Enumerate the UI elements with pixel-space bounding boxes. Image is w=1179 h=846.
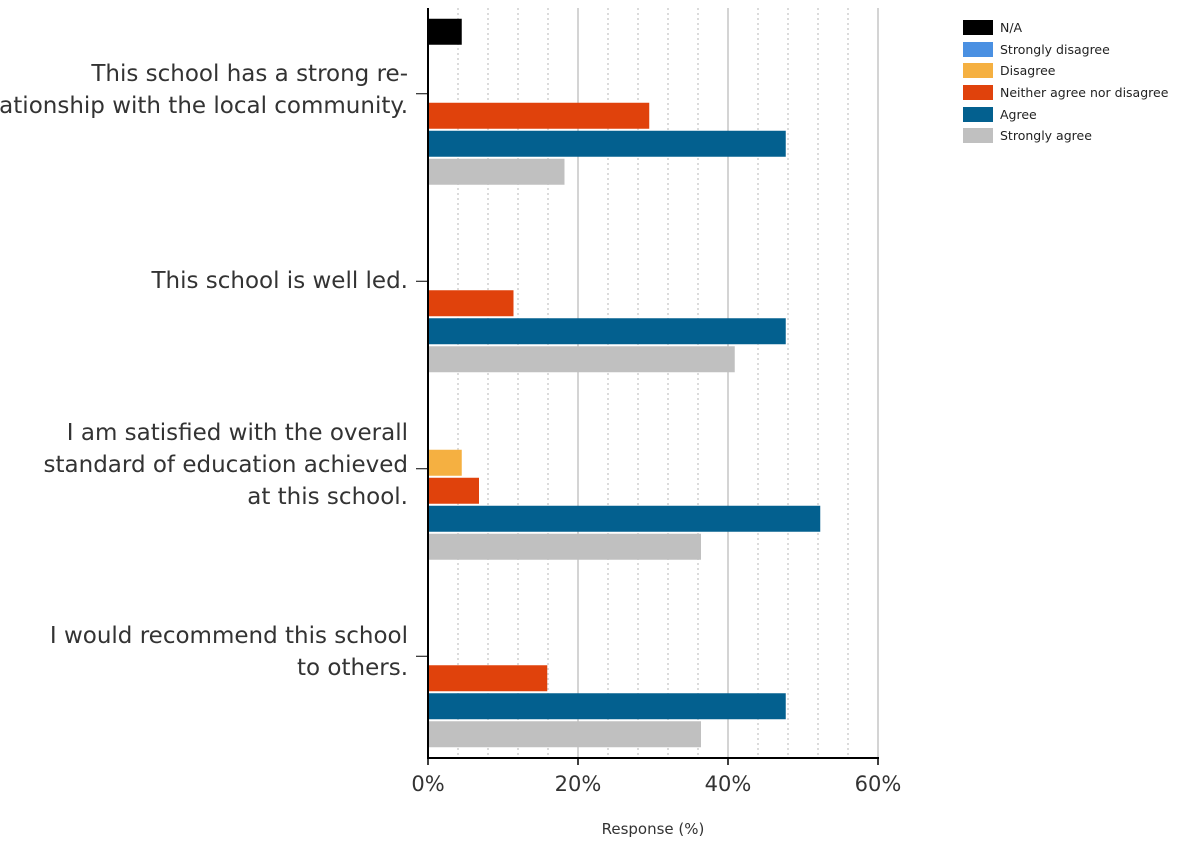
legend-item: Neither agree nor disagree <box>963 82 1168 104</box>
legend-swatch <box>963 85 993 101</box>
bar-neither-agree-nor-disagree <box>428 477 479 504</box>
legend-item: Strongly disagree <box>963 39 1168 61</box>
x-tick-label: 60% <box>854 772 902 796</box>
category-label-line: at this school. <box>247 483 408 510</box>
bar-neither-agree-nor-disagree <box>428 665 548 692</box>
category-label-line: to others. <box>297 655 408 682</box>
category-label: I would recommend this school to others. <box>0 620 408 684</box>
axes <box>416 8 879 765</box>
category-label: I am satisfied with the overall standard … <box>0 417 408 513</box>
category-label-line: This school is well led. <box>151 268 408 295</box>
legend-label: Strongly agree <box>1000 128 1092 144</box>
bar-agree <box>428 505 821 532</box>
legend-item: Strongly agree <box>963 125 1168 147</box>
legend-item: Disagree <box>963 60 1168 82</box>
legend-label: N/A <box>1000 20 1023 36</box>
legend-swatch <box>963 63 993 79</box>
bar-strongly-agree <box>428 158 565 185</box>
category-label-line: I am satisfied with the overall <box>66 419 408 446</box>
legend-item: N/A <box>963 17 1168 39</box>
legend-label: Disagree <box>1000 63 1056 79</box>
legend: N/A Strongly disagree Disagree Neither agre… <box>963 17 1168 147</box>
bar-neither-agree-nor-disagree <box>428 102 650 129</box>
legend-swatch <box>963 128 993 144</box>
legend-swatch <box>963 20 993 36</box>
category-label: This school is well led. <box>0 265 408 297</box>
category-label-line: standard of education achieved <box>43 451 408 478</box>
x-tick-label: 0% <box>411 772 445 796</box>
legend-label: Neither agree nor disagree <box>1000 85 1169 101</box>
bar-agree <box>428 693 786 720</box>
legend-swatch <box>963 41 993 57</box>
bar-strongly-agree <box>428 533 701 560</box>
bar-neither-agree-nor-disagree <box>428 290 514 317</box>
bar-disagree <box>428 449 462 476</box>
bar-n-a <box>428 18 462 45</box>
category-label-line: lationship with the local community. <box>0 92 408 119</box>
bar-agree <box>428 130 786 157</box>
category-label-line: I would recommend this school <box>49 623 408 650</box>
legend-label: Strongly disagree <box>1000 41 1110 57</box>
x-axis-label: Response (%) <box>601 820 705 838</box>
legend-swatch <box>963 106 993 122</box>
bars <box>428 18 821 748</box>
x-tick-label: 40% <box>704 772 752 796</box>
bar-strongly-agree <box>428 346 735 373</box>
x-tick-label: 20% <box>554 772 602 796</box>
bar-agree <box>428 318 786 345</box>
bar-strongly-agree <box>428 721 701 748</box>
category-label-line: This school has a strong re- <box>91 60 408 87</box>
legend-item: Agree <box>963 103 1168 125</box>
category-label: This school has a strong re-lationship w… <box>0 58 408 122</box>
legend-label: Agree <box>1000 106 1037 122</box>
